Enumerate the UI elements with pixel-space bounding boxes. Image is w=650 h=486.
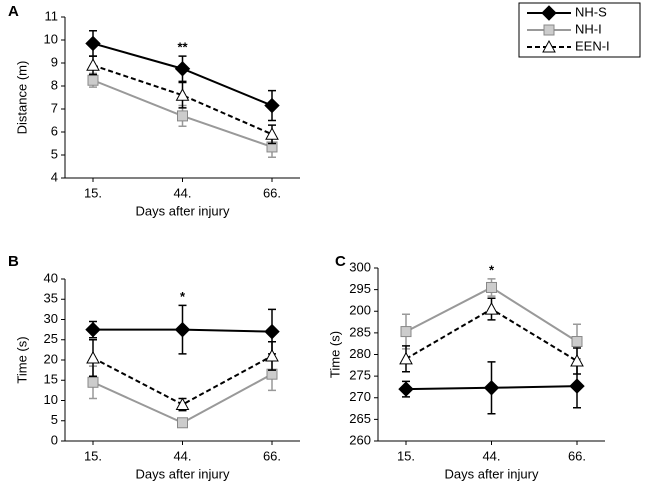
marker [542,39,556,53]
marker [398,381,414,397]
marker [484,302,499,315]
annotation: * [180,289,186,304]
marker [570,353,584,367]
x-tick-label: 44. [173,185,191,200]
marker [569,378,585,394]
panel-label: C [335,253,346,270]
annotation: * [489,262,495,277]
y-tick-label: 15 [44,372,58,387]
y-tick-label: 285 [349,324,371,339]
marker [174,321,191,338]
legend-label: EEN-I [575,38,610,53]
x-tick-label: 15. [84,185,102,200]
annotation: ** [177,40,188,55]
y-tick-label: 7 [51,100,58,115]
y-tick-label: 9 [51,54,58,69]
legend-label: NH-S [575,4,607,19]
x-tick-label: 66. [263,185,281,200]
marker [87,376,99,388]
y-tick-label: 275 [349,368,371,383]
y-tick-label: 10 [44,31,58,46]
panel-label: B [8,253,19,270]
y-tick-label: 30 [44,311,58,326]
x-axis-label: Days after injury [136,466,230,481]
x-tick-label: 15. [397,448,415,463]
series-line [92,355,273,406]
x-tick-label: 44. [173,448,191,463]
marker [400,326,412,338]
y-tick-label: 6 [51,123,58,138]
y-tick-label: 4 [51,169,58,184]
y-tick-label: 280 [349,346,371,361]
y-tick-label: 270 [349,389,371,404]
marker [86,58,100,71]
x-tick-label: 15. [84,448,102,463]
marker [85,35,101,52]
marker [177,110,188,122]
y-axis-label: Time (s) [327,331,342,378]
y-tick-label: 0 [51,432,58,447]
y-tick-label: 265 [349,411,371,426]
y-tick-label: 25 [44,331,58,346]
x-axis-label: Days after injury [136,203,230,218]
y-axis-label: Distance (m) [14,61,29,135]
marker [571,336,583,348]
y-tick-label: 40 [44,270,58,285]
marker [483,380,500,396]
marker [177,417,188,429]
y-tick-label: 5 [51,412,58,427]
marker [175,397,190,411]
y-tick-label: 300 [349,259,371,274]
x-axis-label: Days after injury [445,466,539,481]
marker [174,61,191,77]
y-tick-label: 260 [349,432,371,447]
y-axis-label: Time (s) [14,336,29,383]
marker [486,281,497,293]
y-tick-label: 35 [44,291,58,306]
y-tick-label: 11 [45,8,59,23]
marker [264,323,280,340]
marker [543,24,555,36]
marker [265,348,279,362]
marker [399,351,413,365]
marker [541,5,557,21]
y-tick-label: 5 [51,146,58,161]
y-tick-label: 20 [44,351,58,366]
marker [265,127,279,140]
marker [85,321,101,338]
y-tick-label: 8 [51,77,58,92]
marker [175,88,190,101]
x-tick-label: 66. [263,448,281,463]
legend-label: NH-I [575,21,602,36]
x-tick-label: 66. [568,448,586,463]
y-tick-label: 10 [44,392,58,407]
y-tick-label: 295 [349,281,371,296]
y-tick-label: 200 [349,303,371,318]
panel-label: A [8,3,19,20]
marker [86,350,100,364]
marker [264,97,280,114]
marker [87,74,99,86]
x-tick-label: 44. [482,448,500,463]
